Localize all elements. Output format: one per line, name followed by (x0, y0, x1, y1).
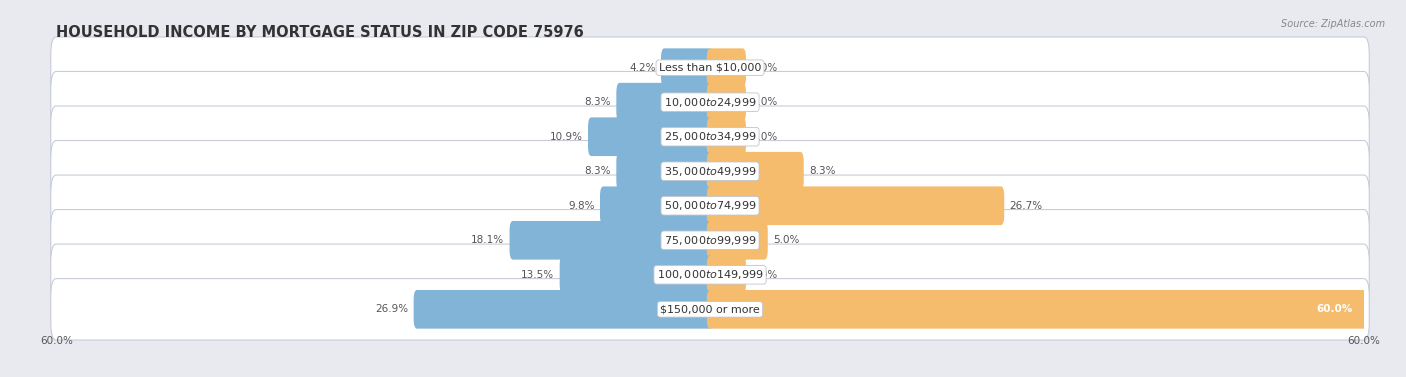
Text: Source: ZipAtlas.com: Source: ZipAtlas.com (1281, 19, 1385, 29)
FancyBboxPatch shape (51, 210, 1369, 271)
FancyBboxPatch shape (51, 141, 1369, 202)
Text: 0.0%: 0.0% (751, 270, 778, 280)
Text: $25,000 to $34,999: $25,000 to $34,999 (664, 130, 756, 143)
Text: $10,000 to $24,999: $10,000 to $24,999 (664, 96, 756, 109)
Text: 18.1%: 18.1% (471, 235, 505, 245)
FancyBboxPatch shape (588, 117, 713, 156)
Text: $35,000 to $49,999: $35,000 to $49,999 (664, 165, 756, 178)
Text: $100,000 to $149,999: $100,000 to $149,999 (657, 268, 763, 281)
FancyBboxPatch shape (600, 187, 713, 225)
Text: 8.3%: 8.3% (585, 97, 610, 107)
Text: 0.0%: 0.0% (751, 132, 778, 142)
FancyBboxPatch shape (51, 106, 1369, 167)
FancyBboxPatch shape (707, 187, 1004, 225)
FancyBboxPatch shape (51, 279, 1369, 340)
Text: 60.0%: 60.0% (1316, 304, 1353, 314)
Text: 5.0%: 5.0% (773, 235, 800, 245)
Text: $50,000 to $74,999: $50,000 to $74,999 (664, 199, 756, 212)
Text: 8.3%: 8.3% (810, 166, 835, 176)
Text: 0.0%: 0.0% (751, 63, 778, 73)
FancyBboxPatch shape (707, 290, 1367, 329)
FancyBboxPatch shape (707, 83, 747, 121)
FancyBboxPatch shape (51, 175, 1369, 236)
FancyBboxPatch shape (707, 48, 747, 87)
Text: 9.8%: 9.8% (568, 201, 595, 211)
FancyBboxPatch shape (51, 72, 1369, 133)
Text: 26.7%: 26.7% (1010, 201, 1043, 211)
Text: HOUSEHOLD INCOME BY MORTGAGE STATUS IN ZIP CODE 75976: HOUSEHOLD INCOME BY MORTGAGE STATUS IN Z… (56, 25, 583, 40)
FancyBboxPatch shape (707, 256, 747, 294)
Text: 4.2%: 4.2% (628, 63, 655, 73)
FancyBboxPatch shape (661, 48, 713, 87)
Text: $150,000 or more: $150,000 or more (661, 304, 759, 314)
FancyBboxPatch shape (413, 290, 713, 329)
Text: 26.9%: 26.9% (375, 304, 408, 314)
Text: 10.9%: 10.9% (550, 132, 582, 142)
Text: Less than $10,000: Less than $10,000 (659, 63, 761, 73)
Text: 0.0%: 0.0% (751, 97, 778, 107)
FancyBboxPatch shape (707, 117, 747, 156)
FancyBboxPatch shape (560, 256, 713, 294)
Text: $75,000 to $99,999: $75,000 to $99,999 (664, 234, 756, 247)
Text: 13.5%: 13.5% (522, 270, 554, 280)
FancyBboxPatch shape (616, 83, 713, 121)
FancyBboxPatch shape (707, 152, 804, 190)
FancyBboxPatch shape (707, 221, 768, 260)
FancyBboxPatch shape (51, 37, 1369, 98)
Text: 8.3%: 8.3% (585, 166, 610, 176)
FancyBboxPatch shape (51, 244, 1369, 305)
FancyBboxPatch shape (509, 221, 713, 260)
FancyBboxPatch shape (616, 152, 713, 190)
